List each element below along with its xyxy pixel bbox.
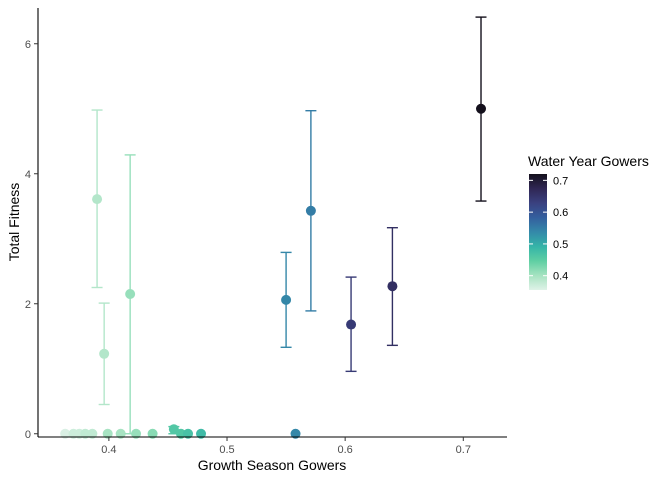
y-tick-label: 0 [25,429,31,441]
data-point-group [131,428,142,439]
data-point-group [115,428,126,439]
data-point-group [280,251,292,348]
data-point-group [183,428,194,439]
data-point-group [87,428,98,439]
data-point [99,348,110,359]
y-tick-label: 4 [25,169,31,181]
x-tick-label: 0.7 [456,444,471,456]
legend-ticks: 0.4 0.5 0.6 0.7 [529,175,568,283]
data-point [80,428,91,439]
data-point-group [196,428,207,439]
data-point [60,428,71,439]
data-point [87,428,98,439]
x-axis-title: Growth Season Gowers [198,457,347,473]
x-tick-label: 0.6 [338,444,353,456]
data-point-group [147,428,158,439]
y-axis-ticks: 0 2 4 6 [25,39,38,441]
data-point [476,103,487,114]
y-axis-title: Total Fitness [6,183,22,262]
data-point [196,428,207,439]
data-point [290,428,301,439]
data-point [175,428,186,439]
data-point-group [91,109,103,289]
data-point [183,428,194,439]
data-point [305,205,316,216]
data-point [125,289,136,299]
y-tick-label: 6 [25,39,31,51]
data-point-group [60,428,71,439]
legend-tick-label: 0.4 [553,271,568,283]
data-point-group [386,226,398,347]
plot-area [60,16,487,439]
x-tick-label: 0.4 [101,444,116,456]
legend-tick-label: 0.5 [553,239,568,251]
data-point-group [305,109,317,312]
legend-colorbar [529,174,547,290]
y-tick-label: 2 [25,299,31,311]
data-point [387,281,398,292]
data-point-group [102,428,113,439]
legend-tick-label: 0.7 [553,175,568,187]
data-point [131,428,142,439]
data-point [346,319,357,330]
data-point [281,294,292,305]
data-point-group [345,276,357,373]
x-tick-label: 0.5 [219,444,234,456]
data-point-group [124,154,136,435]
data-point [92,194,103,205]
legend: Water Year Gowers 0.4 0.5 0.6 0.7 [528,153,649,290]
data-point [115,428,126,439]
data-point [168,424,179,435]
data-point [147,428,158,439]
legend-title: Water Year Gowers [528,153,649,169]
data-point [102,428,113,439]
data-point-group [175,428,186,439]
legend-tick-label: 0.6 [553,207,568,219]
data-point-group [475,16,487,202]
data-point-group [80,428,91,439]
data-point-group [98,302,110,406]
data-point-group [290,428,301,439]
x-axis-ticks: 0.4 0.5 0.6 0.7 [101,437,471,456]
